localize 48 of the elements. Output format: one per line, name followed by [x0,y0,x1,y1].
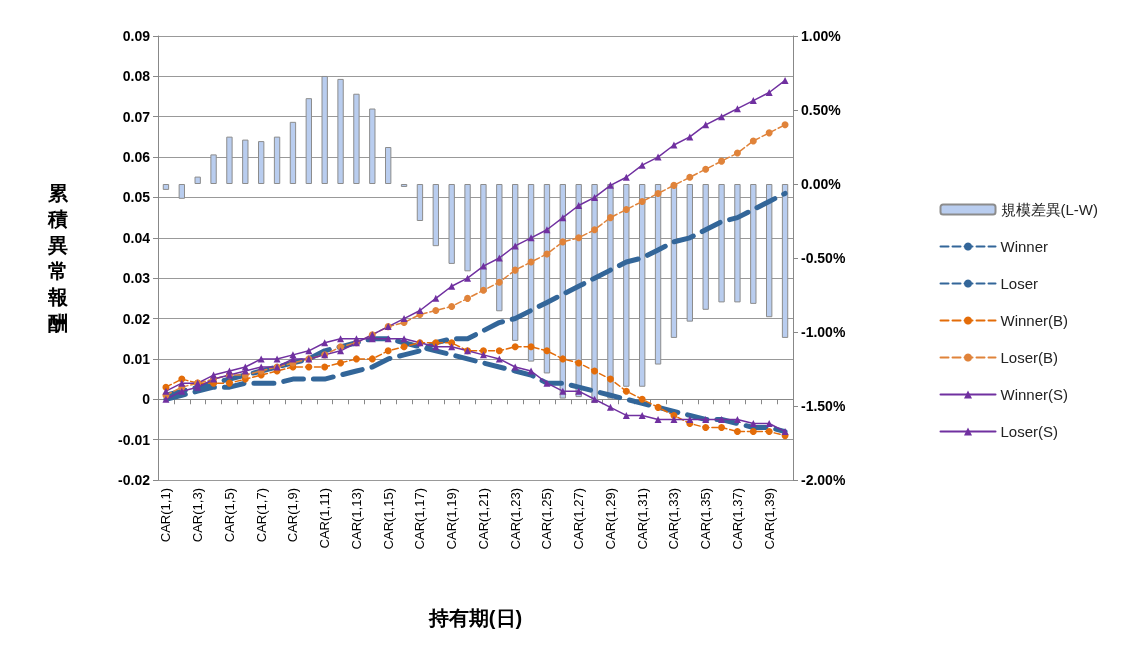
legend-label: Loser(S) [1000,423,1059,440]
x-tick-label: CAR(1,29) [602,488,618,550]
x-tick-label: CAR(1,11) [317,488,333,549]
y-tick-label: 0.07 [122,108,151,125]
x-tick-label: CAR(1,27) [571,488,587,550]
y-tick-label: -0.01 [118,431,151,448]
y-tick-label: 0.09 [122,28,151,44]
x-tick-label: CAR(1,23) [507,488,523,550]
legend-label: Loser [1000,275,1039,292]
x-tick-label: CAR(1,21) [475,488,491,550]
y-tick-label: 0.08 [122,68,151,85]
y-tick-label: 0.02 [122,310,151,327]
y2-tick-label: 0.00% [801,176,842,192]
y-tick-label: 0 [142,391,151,408]
x-tick-label: CAR(1,13) [348,488,364,550]
y-tick-label: -0.02 [118,472,151,488]
x-tick-label: CAR(1,31) [634,488,650,550]
x-tick-label: CAR(1,15) [380,488,396,550]
x-tick-label: CAR(1,33) [666,488,682,550]
y2-tick-label: -1.00% [801,324,846,340]
y2-tick-label: -0.50% [801,250,846,266]
x-tick-label: CAR(1,5) [221,488,237,543]
x-tick-label: CAR(1,3) [190,488,206,543]
x-tick-label: CAR(1,39) [761,488,777,550]
y2-tick-label: -1.50% [801,398,846,414]
legend-label: Winner [1000,238,1049,255]
x-tick-label: CAR(1,37) [729,488,745,550]
y2-tick-label: 1.00% [801,28,842,44]
x-tick-label: CAR(1,9) [285,488,301,543]
x-tick-label: CAR(1,35) [698,488,714,550]
legend-label: 規模差異(L-W) [1000,201,1099,218]
legend-label: Winner(S) [1000,386,1069,403]
x-tick-label: CAR(1,19) [444,488,460,550]
x-axis-title: 持有期(日) [427,607,523,629]
y-tick-label: 0.05 [122,189,151,206]
y-tick-label: 0.06 [122,149,151,166]
y-tick-label: 0.01 [122,350,151,367]
x-tick-label: CAR(1,25) [539,488,555,550]
legend-label: Winner(B) [1000,312,1069,329]
y2-tick-label: 0.50% [801,102,842,118]
legend-label: Loser(B) [1000,349,1059,366]
x-tick-label: CAR(1,7) [253,488,269,543]
x-tick-label: CAR(1,17) [412,488,428,550]
y-axis-title: 累積異常報酬 [47,182,69,334]
y-tick-label: 0.04 [122,229,151,246]
x-tick-label: CAR(1,1) [158,488,174,543]
y-tick-label: 0.03 [122,270,151,287]
y2-tick-label: -2.00% [801,472,846,488]
